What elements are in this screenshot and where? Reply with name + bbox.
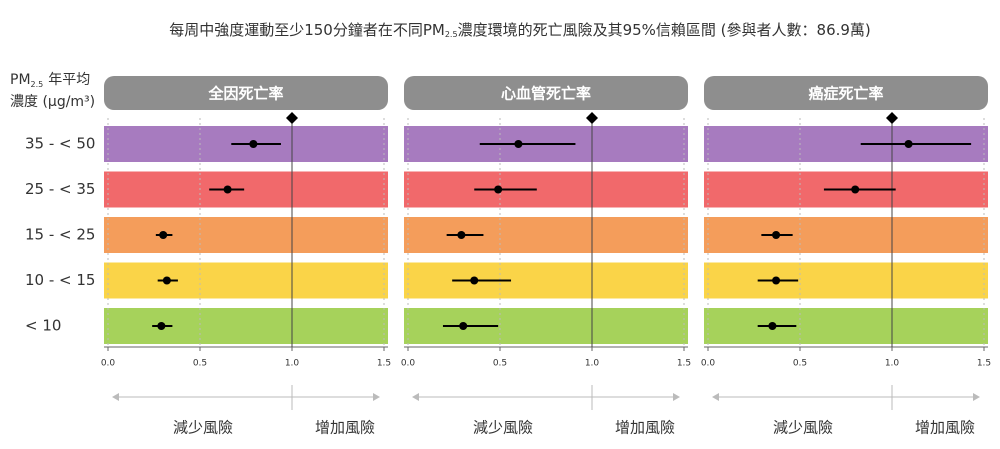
x-tick-label: 1.0 [285,359,300,369]
panel-header [704,76,988,110]
category-band [704,217,988,253]
chart-title: 每周中強度運動至少150分鐘者在不同PM2.5濃度環境的死亡風險及其95%信賴區… [169,21,871,39]
category-label: 10 - < 15 [25,271,95,289]
point-estimate [494,185,503,194]
category-band [704,308,988,344]
point-estimate [162,276,171,285]
point-estimate [459,322,468,330]
x-tick-label: 0.5 [793,359,807,369]
arrow-head [973,393,980,401]
panel-title: 癌症死亡率 [808,85,883,103]
category-band [404,262,688,299]
arrow-head [673,393,680,401]
point-estimate [768,322,777,330]
category-label: 35 - < 50 [25,135,95,153]
right-label: 增加風險 [615,419,675,437]
point-estimate [223,185,232,194]
point-estimate [457,231,466,239]
arrow-head [112,393,119,401]
left-label: 減少風險 [173,419,233,437]
reference-marker [886,112,898,124]
point-estimate [772,231,781,239]
reference-marker [586,112,598,124]
arrow-head [412,393,419,401]
category-band [104,217,388,253]
x-tick-label: 1.5 [977,359,991,369]
panel-title: 全因死亡率 [207,85,283,103]
category-band [104,308,388,344]
right-label: 增加風險 [315,419,375,437]
point-estimate [249,140,258,148]
panel-header [404,76,688,110]
panel-title: 心血管死亡率 [501,85,591,103]
row-header: 濃度 (μg/m³) [10,94,95,110]
category-band [404,217,688,253]
x-tick-label: 1.5 [677,359,691,369]
category-band [104,262,388,299]
x-tick-label: 0.0 [701,359,716,369]
panel-header [104,76,388,110]
left-label: 減少風險 [773,419,833,437]
category-band [404,171,688,208]
x-tick-label: 0.0 [101,359,116,369]
point-estimate [157,322,166,330]
point-estimate [470,276,479,285]
left-label: 減少風險 [473,419,533,437]
arrow-head [373,393,380,401]
x-tick-label: 0.5 [493,359,507,369]
x-tick-label: 0.5 [193,359,207,369]
x-tick-label: 1.0 [885,359,900,369]
x-tick-label: 0.0 [401,359,416,369]
x-tick-label: 1.5 [377,359,391,369]
category-label: 15 - < 25 [25,226,95,244]
point-estimate [904,140,913,148]
point-estimate [851,185,860,194]
arrow-head [712,393,719,401]
point-estimate [514,140,523,148]
category-label: 25 - < 35 [25,180,95,198]
point-estimate [772,276,781,285]
point-estimate [159,231,168,239]
category-band [104,171,388,208]
x-tick-label: 1.0 [585,359,600,369]
category-label: < 10 [25,317,61,335]
category-band [704,262,988,299]
right-label: 增加風險 [915,419,975,437]
row-header: PM2.5 年平均 [10,72,90,89]
reference-marker [286,112,298,124]
